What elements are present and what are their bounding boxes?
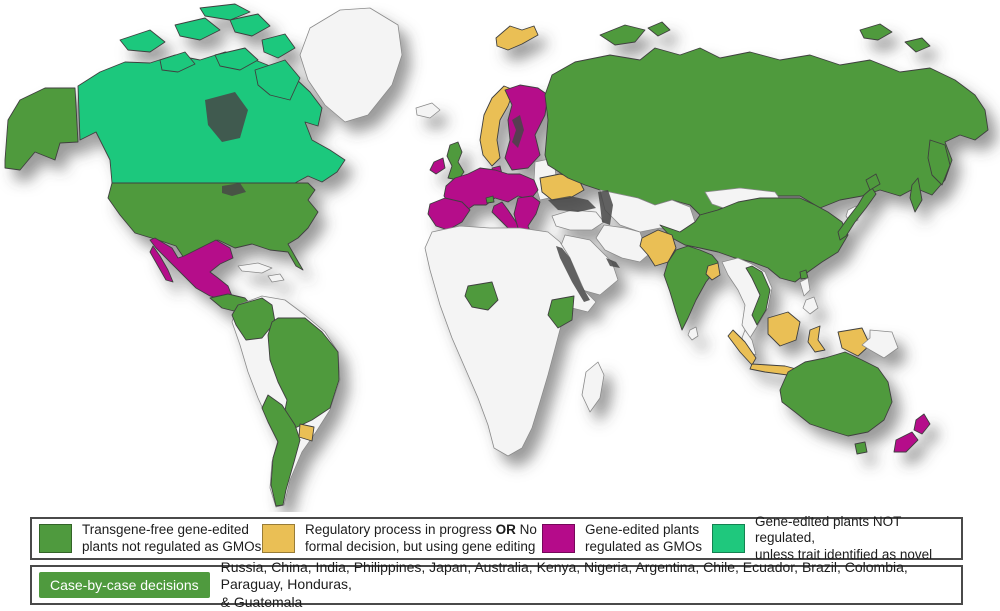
region-canada-island xyxy=(214,47,259,71)
region-sakhalin xyxy=(909,177,923,213)
region-canada-island xyxy=(174,17,221,41)
region-kenya xyxy=(547,295,575,329)
legend-swatch-yellow xyxy=(262,524,295,553)
region-greenland xyxy=(299,7,403,123)
region-philippines xyxy=(802,296,819,315)
region-hokkaido xyxy=(865,173,881,191)
region-arctic-island xyxy=(647,21,671,37)
region-switzerland xyxy=(485,195,495,204)
region-baja-california xyxy=(149,245,174,283)
world-map xyxy=(4,3,989,508)
region-iran-afghanistan xyxy=(595,224,649,263)
region-united-kingdom xyxy=(446,141,465,181)
black-sea xyxy=(548,196,596,212)
region-canada-island xyxy=(199,3,251,21)
legend-label: Gene-edited plants NOT regulated, unless… xyxy=(755,513,933,562)
legend-box: Transgene-free gene-edited plants not re… xyxy=(30,514,963,563)
region-new-zealand-north xyxy=(913,413,931,435)
region-hispaniola xyxy=(267,273,285,283)
region-iberia xyxy=(427,197,471,231)
region-china xyxy=(659,197,849,283)
legend-item-in-progress: Regulatory process in progress OR No for… xyxy=(262,522,542,555)
region-svalbard xyxy=(495,25,539,51)
region-canada-island xyxy=(119,29,166,53)
region-mexico xyxy=(149,237,234,301)
region-sweden-finland xyxy=(504,84,549,171)
region-uruguay xyxy=(298,423,315,442)
legend-item-transgene-free: Transgene-free gene-edited plants not re… xyxy=(32,522,262,555)
region-new-zealand-south xyxy=(893,431,919,453)
region-tasmania xyxy=(854,441,868,455)
region-cuba xyxy=(237,262,273,274)
region-india xyxy=(663,245,719,331)
persian-gulf xyxy=(606,258,620,268)
region-arctic-island xyxy=(859,23,893,41)
legend-label: Transgene-free gene-edited plants not re… xyxy=(82,522,262,554)
legend-swatch-mint xyxy=(712,524,745,553)
region-norway xyxy=(479,85,515,167)
legend-item-not-regulated-unless-novel: Gene-edited plants NOT regulated, unless… xyxy=(712,514,960,563)
region-canada-island xyxy=(229,13,271,37)
region-west-new-guinea xyxy=(837,327,871,357)
region-ireland xyxy=(429,157,446,175)
region-africa xyxy=(424,225,597,457)
region-canada-island xyxy=(159,51,196,73)
region-colombia-ecuador xyxy=(231,297,276,341)
legend-item-regulated-gmo: Gene-edited plants regulated as GMOs xyxy=(542,522,712,555)
legend-swatch-magenta xyxy=(542,524,575,553)
region-novaya-zemlya xyxy=(599,24,646,46)
region-kamchatka xyxy=(927,139,951,186)
region-japan xyxy=(837,187,877,241)
region-russia xyxy=(544,47,989,216)
region-sulawesi xyxy=(807,325,826,353)
red-sea xyxy=(556,246,590,302)
region-turkey xyxy=(551,209,605,231)
caspian-sea xyxy=(598,190,613,225)
region-canada-island xyxy=(261,33,296,59)
region-vietnam xyxy=(745,265,771,326)
region-alaska xyxy=(4,87,79,171)
region-taiwan xyxy=(799,269,809,280)
baltic-sea xyxy=(512,115,524,148)
region-nigeria xyxy=(464,281,499,311)
great-lakes xyxy=(222,183,246,196)
region-australia xyxy=(779,351,893,437)
case-by-case-countries: Russia, China, India, Philippines, Japan… xyxy=(220,558,908,610)
region-madagascar xyxy=(581,361,605,413)
case-by-case-badge: Case-by-case decisions xyxy=(39,572,210,598)
region-arctic-island xyxy=(904,37,931,53)
region-iceland xyxy=(415,102,441,119)
region-bangladesh xyxy=(705,262,721,281)
world-map-svg xyxy=(4,3,989,508)
case-by-case-box: Case-by-case decisions Russia, China, In… xyxy=(30,559,963,610)
region-borneo xyxy=(767,311,801,347)
region-philippines xyxy=(799,277,811,297)
legend-label: Gene-edited plants regulated as GMOs xyxy=(585,522,703,554)
legend-label: Regulatory process in progress OR No for… xyxy=(305,522,537,554)
region-sri-lanka xyxy=(687,326,699,341)
hudson-bay xyxy=(205,92,248,142)
legend-swatch-green xyxy=(39,524,72,553)
region-papua-new-guinea xyxy=(861,329,899,359)
region-argentina-chile-paraguay xyxy=(261,394,301,507)
region-canada-island xyxy=(254,59,301,101)
